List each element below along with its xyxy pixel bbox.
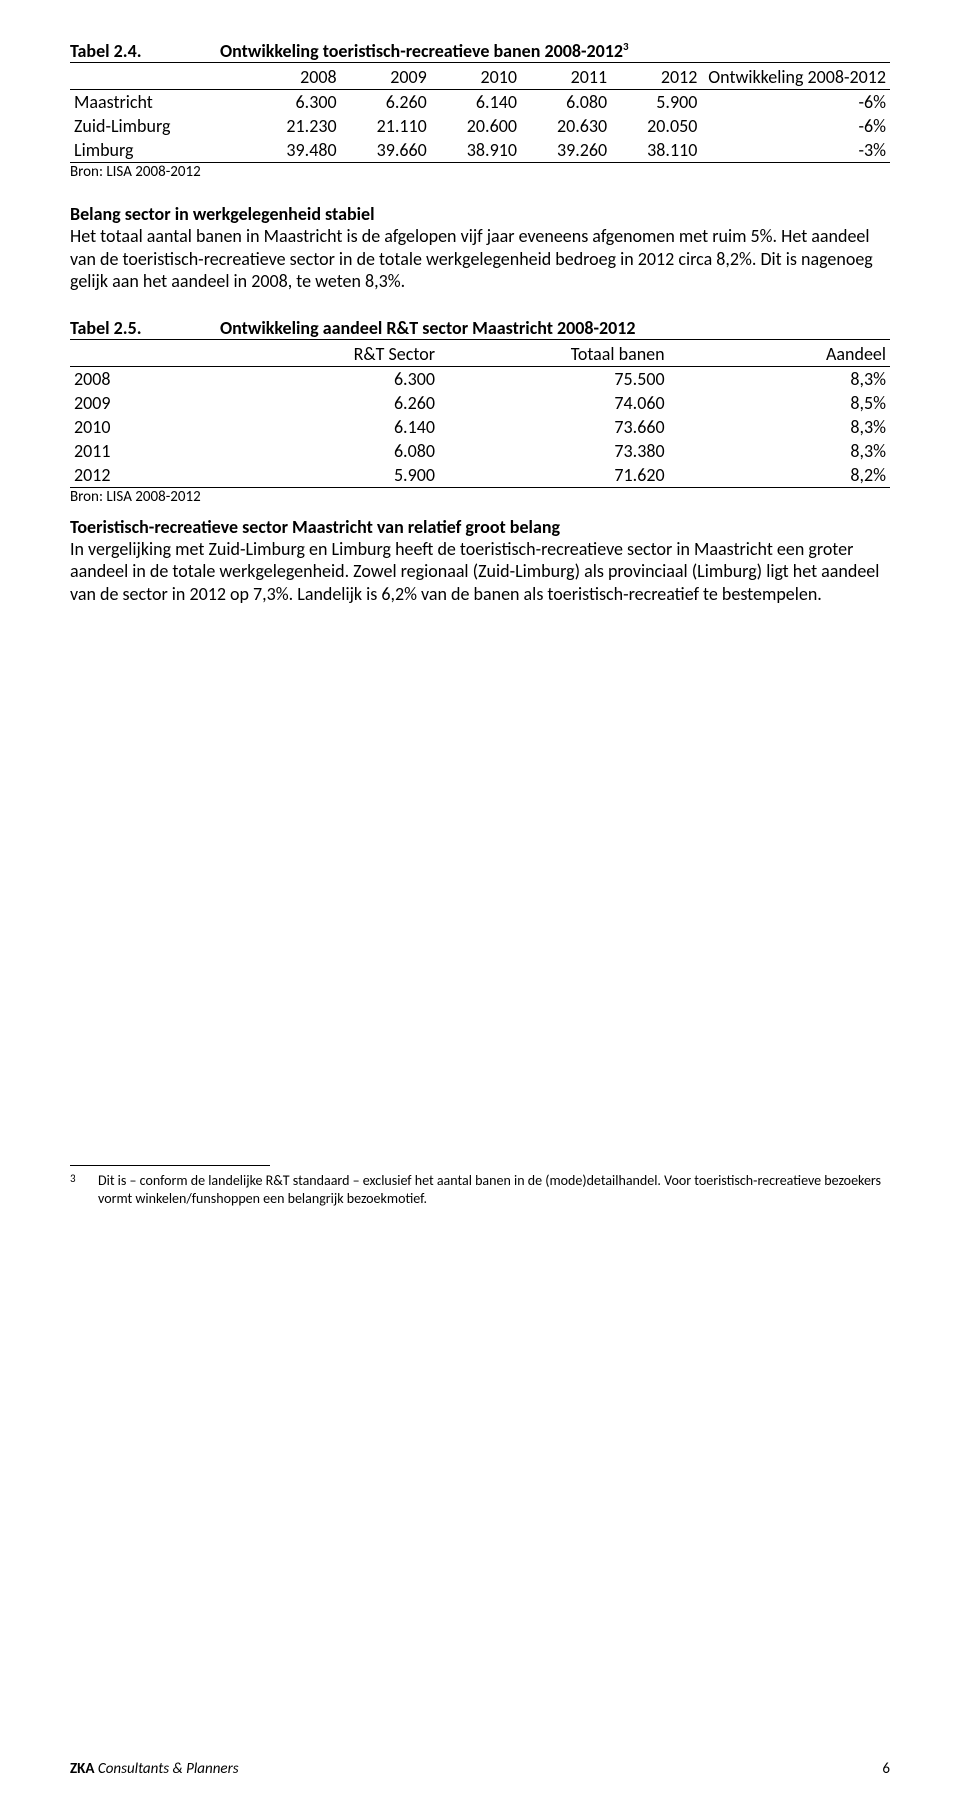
footnote-number: 3: [70, 1172, 98, 1208]
table-row: Limburg 39.480 39.660 38.910 39.260 38.1…: [70, 138, 890, 163]
footnote-rule: [70, 1165, 270, 1166]
cell: 2009: [70, 391, 218, 415]
cell: 6.080: [218, 439, 439, 463]
cell: 6.080: [521, 90, 611, 115]
page-footer: ZKA Consultants & Planners 6: [70, 1760, 890, 1778]
table2-label: Tabel 2.5.: [70, 317, 220, 339]
footnote: 3 Dit is – conform de landelijke R&T sta…: [70, 1172, 890, 1208]
table1-h-2010: 2010: [431, 65, 521, 90]
page-number: 6: [882, 1760, 890, 1778]
cell: 74.060: [439, 391, 669, 415]
table1-source: Bron: LISA 2008-2012: [70, 163, 890, 181]
cell: 75.500: [439, 366, 669, 391]
table1-title-row: Tabel 2.4. Ontwikkeling toeristisch-recr…: [70, 40, 890, 63]
footer-brand-italic: Consultants & Planners: [94, 1760, 238, 1778]
cell: -6%: [701, 114, 890, 138]
cell: 2011: [70, 439, 218, 463]
cell: Zuid-Limburg: [70, 114, 250, 138]
cell: 6.300: [218, 366, 439, 391]
table1: 2008 2009 2010 2011 2012 Ontwikkeling 20…: [70, 65, 890, 163]
table2-title-row: Tabel 2.5. Ontwikkeling aandeel R&T sect…: [70, 317, 890, 340]
cell: 6.300: [250, 90, 340, 115]
cell: 2008: [70, 366, 218, 391]
cell: Limburg: [70, 138, 250, 163]
table-row: Zuid-Limburg 21.230 21.110 20.600 20.630…: [70, 114, 890, 138]
table1-h-ontw: Ontwikkeling 2008-2012: [701, 65, 890, 90]
cell: -6%: [701, 90, 890, 115]
cell: 20.600: [431, 114, 521, 138]
cell: 21.110: [341, 114, 431, 138]
table2-source: Bron: LISA 2008-2012: [70, 488, 890, 506]
table-row: 2009 6.260 74.060 8,5%: [70, 391, 890, 415]
cell: 5.900: [218, 463, 439, 488]
cell: 8,3%: [669, 415, 890, 439]
table-row: 2011 6.080 73.380 8,3%: [70, 439, 890, 463]
cell: 38.110: [611, 138, 701, 163]
cell: 6.260: [218, 391, 439, 415]
cell: 20.050: [611, 114, 701, 138]
table2: R&T Sector Totaal banen Aandeel 2008 6.3…: [70, 342, 890, 488]
table2-title: Ontwikkeling aandeel R&T sector Maastric…: [220, 317, 890, 339]
table1-label: Tabel 2.4.: [70, 40, 220, 62]
table1-header-row: 2008 2009 2010 2011 2012 Ontwikkeling 20…: [70, 65, 890, 90]
section1-heading: Belang sector in werkgelegenheid stabiel: [70, 203, 890, 225]
section2-body: In vergelijking met Zuid-Limburg en Limb…: [70, 538, 890, 606]
cell: 20.630: [521, 114, 611, 138]
cell: 73.660: [439, 415, 669, 439]
table1-h-2009: 2009: [341, 65, 431, 90]
cell: 39.260: [521, 138, 611, 163]
page: Tabel 2.4. Ontwikkeling toeristisch-recr…: [0, 0, 960, 1808]
cell: 8,2%: [669, 463, 890, 488]
cell: 2012: [70, 463, 218, 488]
table2-h-totaal: Totaal banen: [439, 342, 669, 367]
footer-brand-bold: ZKA: [70, 1760, 94, 1778]
table2-header-row: R&T Sector Totaal banen Aandeel: [70, 342, 890, 367]
table1-title-text: Ontwikkeling toeristisch-recreatieve ban…: [220, 40, 623, 62]
cell: 6.260: [341, 90, 431, 115]
cell: -3%: [701, 138, 890, 163]
table1-title: Ontwikkeling toeristisch-recreatieve ban…: [220, 40, 890, 62]
cell: Maastricht: [70, 90, 250, 115]
cell: 2010: [70, 415, 218, 439]
footer-left: ZKA Consultants & Planners: [70, 1760, 239, 1778]
cell: 21.230: [250, 114, 340, 138]
cell: 8,5%: [669, 391, 890, 415]
footnote-text: Dit is – conform de landelijke R&T stand…: [98, 1172, 890, 1208]
cell: 73.380: [439, 439, 669, 463]
table-row: 2008 6.300 75.500 8,3%: [70, 366, 890, 391]
cell: 71.620: [439, 463, 669, 488]
section1-body: Het totaal aantal banen in Maastricht is…: [70, 225, 890, 293]
section2-heading: Toeristisch-recreatieve sector Maastrich…: [70, 516, 890, 538]
cell: 39.660: [341, 138, 431, 163]
table2-h-sector: R&T Sector: [218, 342, 439, 367]
cell: 39.480: [250, 138, 340, 163]
table1-h-2012: 2012: [611, 65, 701, 90]
table2-h-aandeel: Aandeel: [669, 342, 890, 367]
table-row: 2010 6.140 73.660 8,3%: [70, 415, 890, 439]
cell: 8,3%: [669, 439, 890, 463]
cell: 6.140: [218, 415, 439, 439]
table-row: Maastricht 6.300 6.260 6.140 6.080 5.900…: [70, 90, 890, 115]
cell: 6.140: [431, 90, 521, 115]
cell: 8,3%: [669, 366, 890, 391]
table-row: 2012 5.900 71.620 8,2%: [70, 463, 890, 488]
table1-title-sup: 3: [623, 40, 629, 53]
table1-h-2008: 2008: [250, 65, 340, 90]
cell: 38.910: [431, 138, 521, 163]
table1-h-2011: 2011: [521, 65, 611, 90]
cell: 5.900: [611, 90, 701, 115]
